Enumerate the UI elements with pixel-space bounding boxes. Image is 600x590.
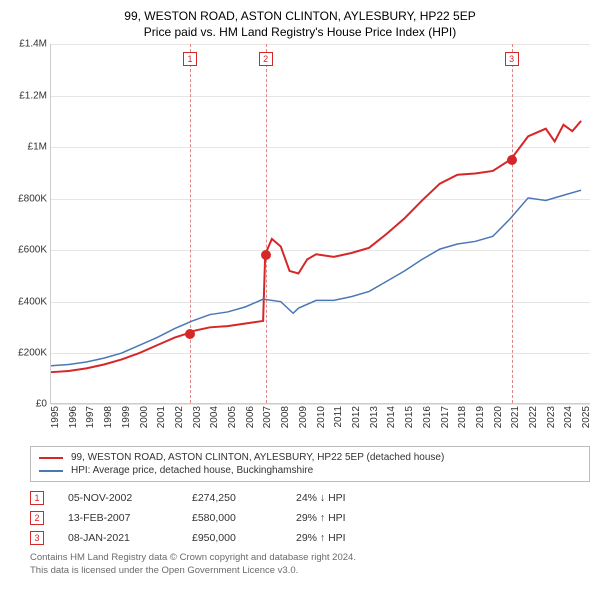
x-axis-label: 2024 <box>563 406 574 428</box>
x-axis-label: 2004 <box>209 406 220 428</box>
footer-line-1: Contains HM Land Registry data © Crown c… <box>30 552 590 564</box>
x-axis-label: 2007 <box>262 406 273 428</box>
x-axis-label: 2006 <box>245 406 256 428</box>
event-date: 08-JAN-2021 <box>68 532 168 544</box>
x-axis-label: 2018 <box>457 406 468 428</box>
legend-swatch <box>39 457 63 459</box>
x-axis-label: 2011 <box>333 406 344 428</box>
series-line <box>51 191 581 367</box>
event-date: 05-NOV-2002 <box>68 492 168 504</box>
event-number-box: 2 <box>30 511 44 525</box>
legend-item: 99, WESTON ROAD, ASTON CLINTON, AYLESBUR… <box>39 451 581 464</box>
chart-container: 99, WESTON ROAD, ASTON CLINTON, AYLESBUR… <box>0 0 600 590</box>
chart-footer: Contains HM Land Registry data © Crown c… <box>30 552 590 577</box>
event-date: 13-FEB-2007 <box>68 512 168 524</box>
event-number-box: 3 <box>30 531 44 545</box>
chart-plot-area: £0£200K£400K£600K£800K£1M£1.2M£1.4M123 <box>50 44 590 404</box>
events-table: 1 05-NOV-2002 £274,250 24% ↓ HPI 2 13-FEB-200… <box>30 488 590 548</box>
x-axis-label: 2021 <box>510 406 521 428</box>
title-line-1: 99, WESTON ROAD, ASTON CLINTON, AYLESBUR… <box>10 8 590 24</box>
x-axis-label: 2005 <box>227 406 238 428</box>
x-axis-label: 2020 <box>493 406 504 428</box>
x-axis-labels: 1995 1996 1997 1998 1999 2000 2001 2002 2003 2004… <box>50 404 590 440</box>
title-line-2: Price paid vs. HM Land Registry's House … <box>10 24 590 40</box>
y-axis-label: £1.2M <box>3 90 47 101</box>
series-line <box>51 121 581 372</box>
y-axis-label: £800K <box>3 193 47 204</box>
event-row: 2 13-FEB-2007 £580,000 29% ↑ HPI <box>30 508 590 528</box>
event-relative: 29% ↑ HPI <box>296 512 396 524</box>
x-axis-label: 2010 <box>316 406 327 428</box>
x-axis-label: 2019 <box>475 406 486 428</box>
y-axis-label: £0 <box>3 399 47 410</box>
chart-legend: 99, WESTON ROAD, ASTON CLINTON, AYLESBUR… <box>30 446 590 482</box>
event-relative: 29% ↑ HPI <box>296 532 396 544</box>
x-axis-label: 2015 <box>404 406 415 428</box>
y-axis-label: £600K <box>3 245 47 256</box>
x-axis-label: 1997 <box>85 406 96 428</box>
event-price: £950,000 <box>192 532 272 544</box>
y-axis-label: £400K <box>3 296 47 307</box>
y-axis-label: £1M <box>3 142 47 153</box>
event-row: 3 08-JAN-2021 £950,000 29% ↑ HPI <box>30 528 590 548</box>
event-price: £274,250 <box>192 492 272 504</box>
x-axis-label: 1998 <box>103 406 114 428</box>
x-axis-label: 1995 <box>50 406 61 428</box>
x-axis-label: 2025 <box>581 406 592 428</box>
x-axis-label: 2017 <box>440 406 451 428</box>
x-axis-label: 2001 <box>156 406 167 428</box>
x-axis-label: 1999 <box>121 406 132 428</box>
x-axis-label: 2013 <box>369 406 380 428</box>
legend-item: HPI: Average price, detached house, Buck… <box>39 464 581 477</box>
x-axis-label: 2014 <box>386 406 397 428</box>
x-axis-label: 1996 <box>68 406 79 428</box>
x-axis-label: 2002 <box>174 406 185 428</box>
x-axis-label: 2016 <box>422 406 433 428</box>
x-axis-label: 2009 <box>298 406 309 428</box>
event-price: £580,000 <box>192 512 272 524</box>
legend-swatch <box>39 470 63 472</box>
event-row: 1 05-NOV-2002 £274,250 24% ↓ HPI <box>30 488 590 508</box>
x-axis-label: 2022 <box>528 406 539 428</box>
x-axis-label: 2003 <box>192 406 203 428</box>
y-axis-label: £1.4M <box>3 39 47 50</box>
legend-label: 99, WESTON ROAD, ASTON CLINTON, AYLESBUR… <box>71 452 444 463</box>
chart-title: 99, WESTON ROAD, ASTON CLINTON, AYLESBUR… <box>0 0 600 44</box>
x-axis-label: 2023 <box>546 406 557 428</box>
y-axis-label: £200K <box>3 347 47 358</box>
x-axis-label: 2012 <box>351 406 362 428</box>
legend-label: HPI: Average price, detached house, Buck… <box>71 465 313 476</box>
x-axis-label: 2000 <box>139 406 150 428</box>
event-relative: 24% ↓ HPI <box>296 492 396 504</box>
x-axis-label: 2008 <box>280 406 291 428</box>
chart-lines <box>51 44 590 403</box>
event-number-box: 1 <box>30 491 44 505</box>
footer-line-2: This data is licensed under the Open Gov… <box>30 565 590 577</box>
